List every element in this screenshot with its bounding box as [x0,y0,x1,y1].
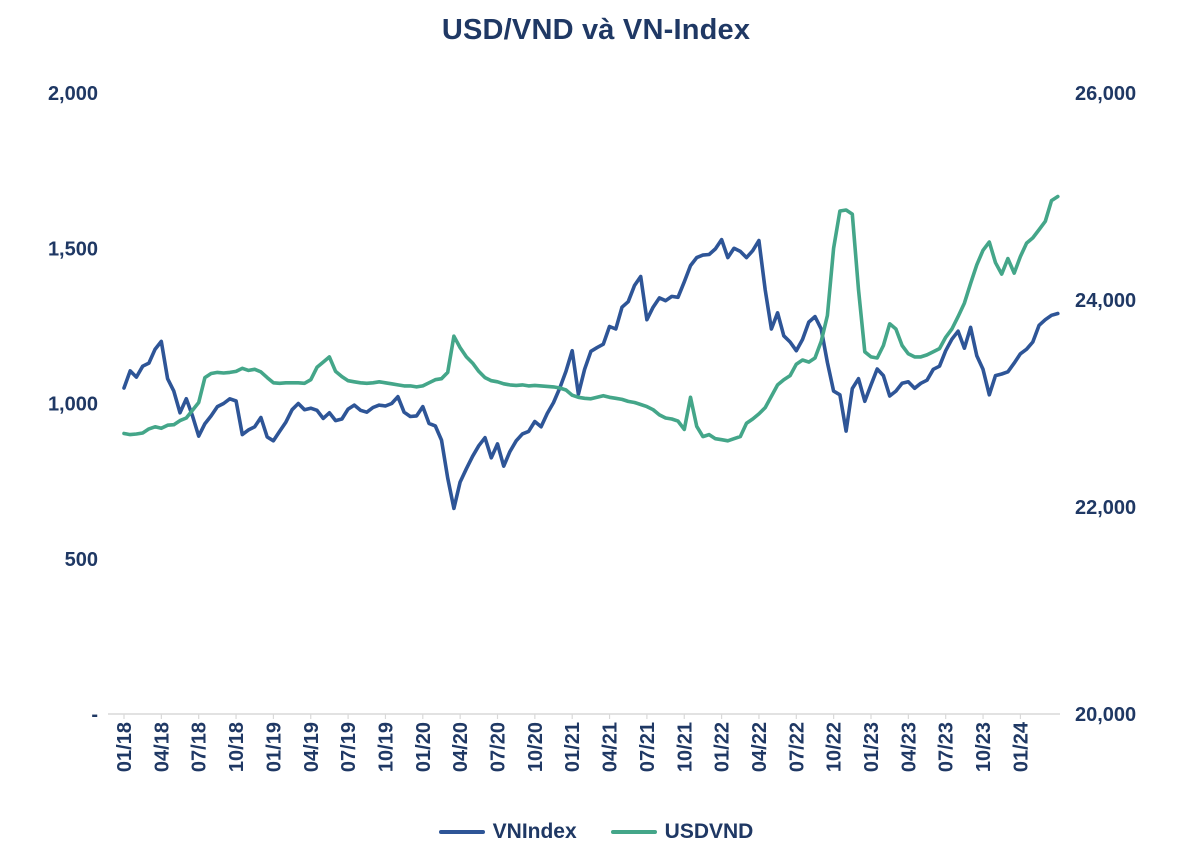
series-line-vnindex [122,237,1060,511]
left-axis-tick-label: - [91,704,98,726]
x-tick-label: 10/23 [973,722,995,772]
x-tick-label: 10/18 [226,722,248,772]
x-tick-label: 10/22 [824,722,846,772]
x-tick-label: 04/20 [450,722,472,772]
x-tick-label: 07/19 [338,722,360,772]
left-axis-tick-label: 2,000 [48,83,98,105]
x-tick-label: 07/20 [488,722,510,772]
x-tick-label: 04/18 [151,722,173,772]
series-line-usdvnd [122,194,1060,443]
x-tick-label: 04/23 [898,722,920,772]
x-tick-label: 01/22 [712,722,734,772]
x-tick-label: 01/18 [114,722,136,772]
right-axis-tick-label: 26,000 [1075,83,1136,105]
chart-title: USD/VND và VN-Index [441,14,751,46]
x-tick-label: 01/19 [263,722,285,772]
legend-label-usdvnd: USDVND [664,820,754,843]
chart-legend: VNIndex USDVND [0,820,1192,844]
right-axis-tick-label: 22,000 [1075,497,1136,519]
x-tick-label: 04/19 [301,722,323,772]
x-tick-label: 01/21 [562,722,584,772]
x-tick-label: 07/22 [786,722,808,772]
x-tick-label: 04/22 [749,722,771,772]
x-tick-label: 01/23 [861,722,883,772]
x-tick-label: 10/21 [674,722,696,772]
x-tick-label: 07/18 [189,722,211,772]
legend-marker-vnindex [438,829,485,835]
x-tick-label: 01/20 [413,722,435,772]
x-tick-label: 10/19 [375,722,397,772]
x-tick-label: 04/21 [600,722,622,772]
right-axis-tick-label: 20,000 [1075,704,1136,726]
x-tick-label: 07/21 [637,722,659,772]
left-axis-tick-label: 1,000 [48,394,98,416]
legend-label-vnindex: VNIndex [492,820,577,843]
x-tick-label: 01/24 [1010,721,1032,772]
left-axis-tick-label: 1,500 [48,238,98,260]
x-tick-label: 10/20 [525,722,547,772]
legend-item-vnindex: VNIndex [438,820,577,844]
left-axis-tick-label: 500 [65,549,98,571]
x-tick-label: 07/23 [936,722,958,772]
right-axis-tick-label: 24,000 [1075,290,1136,312]
legend-marker-usdvnd [610,829,657,835]
legend-item-usdvnd: USDVND [610,820,754,844]
